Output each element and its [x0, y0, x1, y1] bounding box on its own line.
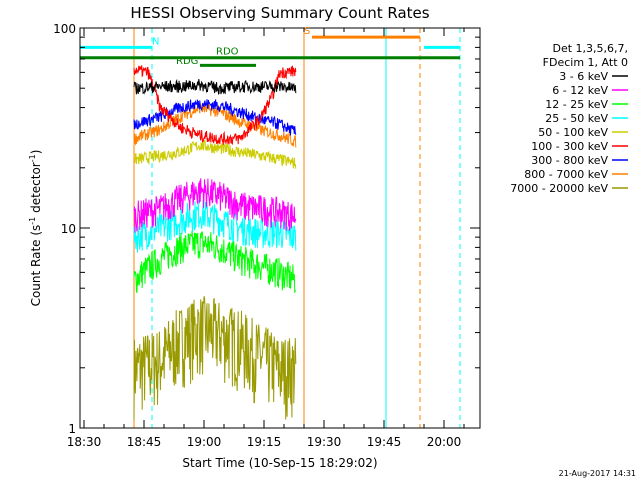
series-7000-20000-kev: [133, 296, 297, 420]
y-axis-label-unit: detector: [29, 162, 43, 217]
x-axis-label: Start Time (10-Sep-15 18:29:02): [182, 456, 377, 470]
axes: 18:30 18:45 19:00 19:15 19:30 19:45 20:00 1 10 10…: [53, 22, 480, 449]
legend-label-3-6-kev: 3 - 6 keV: [559, 70, 608, 83]
x-tick-label-3: 19:15: [247, 435, 282, 449]
series-3-6-kev: [133, 78, 297, 95]
series-50-100-kev: [133, 138, 297, 169]
series-300-800-kev: [133, 99, 297, 136]
legend-label-25-50-kev: 25 - 50 keV: [545, 112, 608, 125]
y-tick-label-0: 1: [68, 422, 76, 436]
legend-label-7000-20000-kev: 7000 - 20000 keV: [510, 182, 608, 195]
x-tick-label-6: 20:00: [427, 435, 462, 449]
legend-label-12-25-kev: 12 - 25 keV: [545, 98, 608, 111]
annotation-rdo: RDO: [216, 47, 239, 58]
y-axis-label-exponent: -1: [28, 217, 37, 225]
x-tick-label-5: 19:45: [367, 435, 402, 449]
legend-label-800-7000-kev: 800 - 7000 keV: [524, 168, 608, 181]
x-tick-label-4: 19:30: [307, 435, 342, 449]
series-6-12-kev: [133, 178, 297, 233]
annotation-s: S: [304, 26, 310, 37]
series-100-300-kev: [133, 65, 297, 146]
chart-title: HESSI Observing Summary Count Rates: [130, 4, 429, 22]
legend-label-6-12-kev: 6 - 12 keV: [552, 84, 608, 97]
series-800-7000-kev: [133, 101, 297, 148]
y-tick-label-1: 10: [61, 222, 76, 236]
footer-timestamp: 21-Aug-2017 14:31: [559, 469, 636, 478]
annotation-n: N: [152, 36, 159, 47]
annotation-rdg: RDG: [176, 56, 198, 67]
series-12-25-kev: [133, 230, 296, 294]
x-tick-label-0: 18:30: [67, 435, 102, 449]
y-axis-label-exponent-2: -1: [28, 154, 37, 162]
y-axis-label-close: ): [29, 150, 43, 155]
legend-header-line-2: FDecim 1, Att 0: [543, 56, 628, 69]
orbit-flag-bars: [80, 35, 460, 67]
legend-label-300-800-kev: 300 - 800 keV: [531, 154, 608, 167]
legend-header-line-1: Det 1,3,5,6,7,: [552, 42, 628, 55]
x-tick-label-1: 18:45: [127, 435, 162, 449]
x-tick-label-2: 19:00: [187, 435, 222, 449]
series-25-50-kev: [133, 199, 297, 253]
y-tick-label-2: 100: [53, 22, 76, 36]
annotations: N S RDO RDG: [152, 26, 310, 67]
y-axis-label-main: Count Rate (s: [29, 225, 43, 307]
legend-label-100-300-kev: 100 - 300 keV: [531, 140, 608, 153]
data-series: [133, 65, 297, 420]
legend: Det 1,3,5,6,7, FDecim 1, Att 0 3 - 6 keV…: [510, 42, 628, 195]
legend-label-50-100-kev: 50 - 100 keV: [538, 126, 608, 139]
y-axis-label: Count Rate (s-1 detector-1): [28, 150, 43, 307]
